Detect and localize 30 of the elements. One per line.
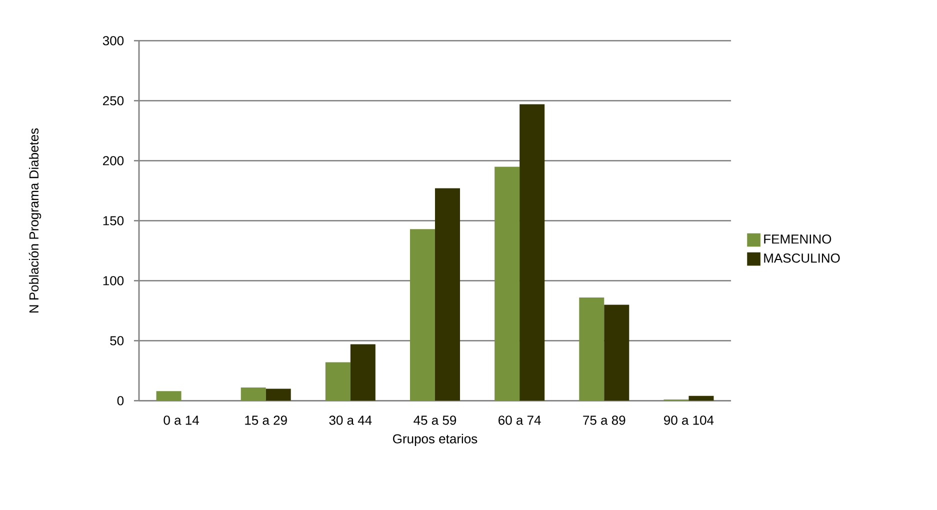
x-tick-label: 30 a 44 — [329, 416, 372, 425]
x-tick-label: 90 a 104 — [664, 416, 714, 425]
legend-label: FEMENINO — [764, 234, 832, 244]
y-tick-label: 150 — [103, 216, 124, 226]
x-tick-label: 45 a 59 — [414, 416, 456, 425]
x-tick-label: 60 a 74 — [498, 416, 541, 425]
bar — [266, 388, 291, 401]
y-tick-label: 100 — [103, 276, 124, 286]
bar — [579, 298, 604, 401]
bar — [435, 188, 460, 401]
y-tick-label: 300 — [102, 36, 124, 46]
x-tick-label: 75 a 89 — [583, 416, 626, 425]
bar — [410, 229, 436, 401]
bar — [688, 396, 714, 401]
bar — [240, 387, 266, 401]
bar — [604, 304, 630, 401]
y-tick-label: 250 — [103, 96, 124, 106]
bar — [325, 362, 350, 401]
bar — [156, 391, 182, 401]
x-tick-label: 0 a 14 — [164, 416, 199, 425]
bar — [520, 104, 545, 401]
y-tick-label: 50 — [110, 336, 124, 346]
bar — [494, 166, 520, 401]
y-tick-label: 200 — [103, 156, 124, 166]
x-tick-label: 15 a 29 — [245, 416, 287, 425]
x-axis-title: Grupos etarios — [393, 434, 478, 446]
y-axis-title: N Población Programa Diabetes — [28, 128, 42, 312]
legend-label: MASCULINO — [764, 254, 840, 263]
y-tick-label: 0 — [117, 396, 124, 406]
bar — [350, 344, 376, 401]
